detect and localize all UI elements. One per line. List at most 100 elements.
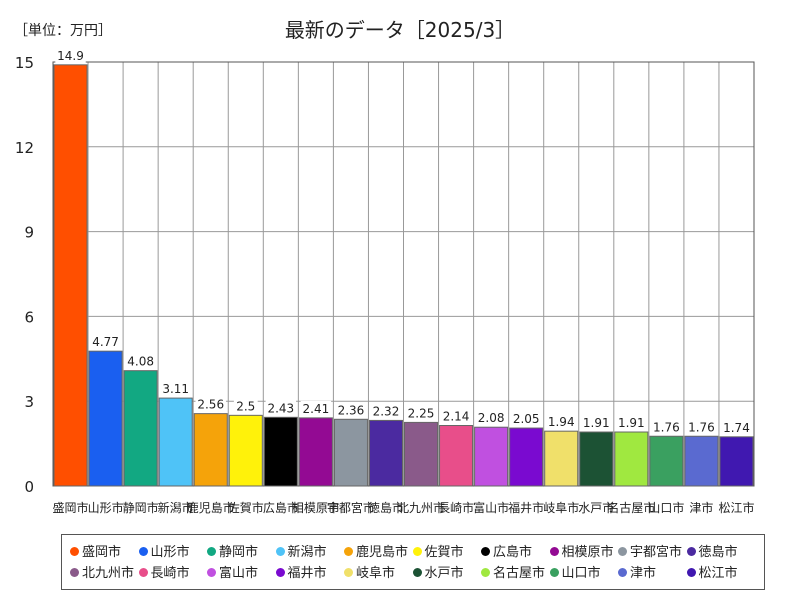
legend-item: 宇都宮市 — [618, 541, 682, 560]
value-label: 2.43 — [267, 401, 294, 415]
legend-item: 北九州市 — [70, 562, 134, 581]
bar — [474, 426, 509, 487]
value-label: 4.08 — [127, 355, 154, 369]
category-label: 富山市 — [473, 500, 509, 515]
value-label-bg — [616, 415, 647, 431]
legend-swatch — [686, 568, 696, 577]
category-label: 岐阜市 — [543, 500, 579, 515]
value-label-bg — [125, 353, 156, 369]
legend-item: 長崎市 — [138, 562, 190, 581]
value-label-bg — [300, 400, 332, 416]
value-label-bg — [686, 419, 717, 435]
value-label: 4.77 — [92, 335, 119, 349]
bar — [719, 436, 754, 487]
value-label-bg — [370, 403, 402, 419]
unit-label: ［単位：万円］ — [14, 23, 112, 39]
legend-label: 鹿児島市 — [356, 545, 409, 560]
value-label: 1.91 — [583, 416, 610, 430]
bar — [53, 64, 88, 487]
legend-swatch — [549, 568, 559, 577]
value-label-bg — [721, 419, 752, 435]
value-label-bg — [335, 402, 367, 418]
category-label: 佐賀市 — [228, 500, 264, 515]
legend-label: 徳島市 — [698, 545, 738, 560]
legend-item: 津市 — [618, 562, 656, 581]
legend-item: 盛岡市 — [70, 541, 121, 560]
legend-label: 新潟市 — [287, 545, 327, 560]
legend-item: 広島市 — [481, 541, 532, 560]
value-label-bg — [475, 410, 507, 426]
legend-label: 相模原市 — [561, 545, 614, 560]
category-label: 名古屋市 — [607, 500, 655, 515]
legend-label: 水戸市 — [424, 566, 464, 581]
legend-label: 福井市 — [287, 566, 327, 581]
legend-swatch — [412, 568, 422, 577]
category-label: 北九州市 — [397, 500, 445, 515]
value-label: 2.41 — [303, 402, 330, 416]
bar — [649, 435, 684, 487]
value-label: 3.11 — [162, 382, 189, 396]
legend-swatch — [412, 547, 422, 556]
bar — [193, 413, 228, 487]
value-label: 2.25 — [408, 406, 435, 420]
value-label-bg — [233, 398, 258, 414]
bar — [579, 431, 614, 487]
value-label-bg — [651, 419, 682, 435]
category-label: 山口市 — [648, 500, 684, 515]
legend-item: 鹿児島市 — [344, 541, 408, 560]
y-tick-label: 15 — [15, 54, 34, 72]
legend-label: 北九州市 — [82, 566, 135, 581]
value-label-bg — [195, 396, 226, 412]
legend-label: 山口市 — [561, 566, 601, 581]
legend-swatch — [686, 547, 696, 556]
legend-item: 山口市 — [549, 562, 601, 581]
category-label: 津市 — [689, 500, 713, 515]
legend-swatch — [138, 568, 148, 577]
legend: 盛岡市 山形市 静岡市 新潟市 鹿児島市 佐賀市 広島市 相模原市 宇都宮市 徳島市 北九州市 長崎市… — [61, 534, 765, 590]
bar — [439, 425, 474, 487]
legend-label: 宇都宮市 — [630, 545, 683, 560]
legend-swatch — [618, 568, 627, 577]
value-label: 2.56 — [197, 398, 224, 412]
legend-label: 松江市 — [698, 566, 738, 581]
bar — [158, 397, 193, 487]
legend-label: 岐阜市 — [356, 566, 396, 581]
legend-label: 佐賀市 — [424, 545, 464, 560]
legend-item: 新潟市 — [275, 541, 327, 560]
value-label-bg — [546, 414, 577, 430]
legend-item: 佐賀市 — [412, 541, 464, 560]
y-tick-label: 3 — [24, 393, 34, 411]
value-label-bg — [510, 411, 542, 427]
value-label: 14.9 — [57, 49, 84, 63]
value-label: 1.74 — [723, 421, 750, 435]
category-label: 宇都宮市 — [327, 500, 375, 515]
legend-label: 山形市 — [150, 545, 190, 560]
value-label-bg — [405, 405, 437, 421]
chart-title: 最新のデータ［2025/3］ — [284, 18, 516, 42]
y-tick-label: 6 — [24, 308, 34, 326]
bar-chart: 0 3 6 9 12 15 14.9 盛岡市 4.77 山形市 4.08 静岡市 3.11 新潟市 2.56… — [15, 47, 755, 515]
bar — [368, 419, 404, 487]
legend-swatch — [344, 547, 353, 556]
legend-swatch — [275, 547, 285, 556]
value-label-bg — [265, 400, 297, 416]
legend-swatch — [70, 568, 79, 577]
plot-frame — [52, 61, 755, 487]
bar — [404, 421, 439, 487]
value-label-bg — [90, 334, 121, 350]
legend-swatch — [275, 568, 285, 577]
legend-swatch — [207, 547, 216, 556]
category-label: 徳島市 — [368, 500, 404, 515]
category-label: 長崎市 — [438, 500, 474, 515]
legend-item: 富山市 — [207, 562, 258, 581]
legend-item: 徳島市 — [686, 541, 738, 560]
bar — [544, 430, 579, 487]
bar — [298, 417, 333, 487]
legend-item: 岐阜市 — [344, 562, 395, 581]
category-label: 相模原市 — [292, 500, 340, 515]
bar — [684, 435, 719, 487]
value-label-bg — [160, 381, 191, 397]
legend-swatch — [481, 568, 490, 577]
legend-item: 福井市 — [275, 562, 327, 581]
category-label: 静岡市 — [123, 500, 159, 515]
